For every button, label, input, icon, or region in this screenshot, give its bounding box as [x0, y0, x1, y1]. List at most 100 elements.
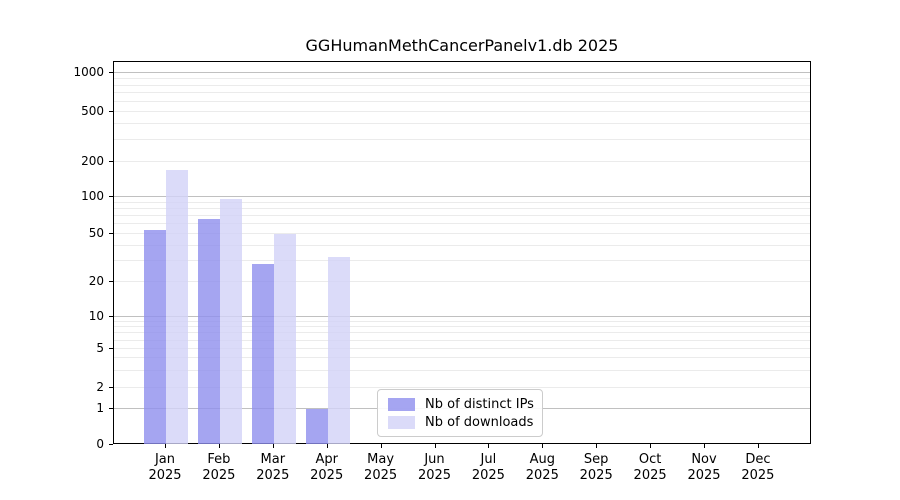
minor-gridline — [114, 77, 810, 79]
minor-gridline — [114, 357, 810, 359]
x-tick-month: May — [367, 452, 395, 467]
y-axis-tick — [109, 72, 113, 73]
legend-swatch-downloads-icon — [388, 415, 415, 429]
minor-gridline — [114, 369, 810, 371]
bar-downloads-jan — [166, 170, 188, 444]
chart-title: GGHumanMethCancerPanelv1.db 2025 — [305, 36, 619, 55]
x-tick-month: Aug — [529, 452, 555, 467]
minor-gridline — [114, 161, 810, 162]
major-gridline — [114, 196, 810, 197]
legend-item-distinct-ips: Nb of distinct IPs — [388, 396, 534, 412]
y-axis-tick — [109, 111, 113, 112]
x-tick-label: Jan 2025 — [137, 452, 193, 484]
y-axis-tick — [109, 348, 113, 349]
minor-gridline — [114, 223, 810, 225]
minor-gridline — [114, 92, 810, 94]
minor-gridline — [114, 84, 810, 86]
minor-gridline — [114, 244, 810, 246]
minor-gridline — [114, 320, 810, 322]
major-gridline — [114, 316, 810, 317]
x-tick-month: Feb — [207, 452, 231, 467]
x-tick-month: Jul — [480, 452, 497, 467]
x-tick-label: Jul 2025 — [460, 452, 516, 484]
x-tick-label: Aug 2025 — [514, 452, 570, 484]
y-axis-tick — [109, 387, 113, 388]
minor-gridline — [114, 348, 810, 349]
minor-gridline — [114, 207, 810, 209]
bar-distinct-ips-jan — [144, 229, 166, 444]
x-tick-label: Feb 2025 — [191, 452, 247, 484]
x-axis-tick — [434, 444, 436, 448]
x-tick-label: Dec 2025 — [730, 452, 786, 484]
y-axis-tick — [109, 316, 113, 317]
minor-gridline — [114, 387, 810, 388]
y-tick-label: 1 — [96, 401, 104, 415]
legend-label-distinct-ips: Nb of distinct IPs — [425, 396, 534, 412]
x-tick-month: Apr — [315, 452, 338, 467]
y-tick-label: 0 — [96, 437, 104, 451]
x-tick-year: 2025 — [687, 468, 721, 483]
y-axis-tick — [109, 233, 113, 234]
minor-gridline — [114, 233, 810, 234]
x-tick-year: 2025 — [471, 468, 505, 483]
y-axis-tick — [109, 408, 113, 409]
x-tick-month: Oct — [638, 452, 662, 467]
x-tick-year: 2025 — [310, 468, 344, 483]
y-tick-label: 2 — [96, 380, 104, 394]
x-tick-label: Mar 2025 — [245, 452, 301, 484]
y-axis-tick — [109, 281, 113, 282]
x-axis-tick — [757, 444, 759, 448]
x-axis-tick — [380, 444, 382, 448]
x-tick-month: Dec — [745, 452, 771, 467]
minor-gridline — [114, 201, 810, 203]
minor-gridline — [114, 326, 810, 328]
x-tick-year: 2025 — [741, 468, 775, 483]
legend-item-downloads: Nb of downloads — [388, 414, 534, 430]
x-tick-year: 2025 — [148, 468, 182, 483]
minor-gridline — [114, 332, 810, 334]
x-axis-tick — [165, 444, 166, 448]
bar-distinct-ips-feb — [197, 219, 220, 444]
x-axis-tick — [326, 444, 328, 448]
x-axis-tick — [542, 444, 544, 448]
x-tick-label: Jun 2025 — [407, 452, 463, 484]
minor-gridline — [114, 123, 810, 125]
x-tick-label: Sep 2025 — [568, 452, 624, 484]
y-tick-label: 20 — [88, 274, 104, 288]
x-tick-month: Jun — [424, 452, 445, 467]
x-tick-month: Jan — [154, 452, 176, 467]
minor-gridline — [114, 215, 810, 217]
minor-gridline — [114, 100, 810, 102]
x-axis-tick — [488, 444, 490, 448]
y-tick-label: 50 — [88, 226, 104, 240]
y-axis-tick — [109, 196, 113, 197]
x-tick-year: 2025 — [202, 468, 236, 483]
x-tick-year: 2025 — [633, 468, 667, 483]
x-tick-year: 2025 — [417, 468, 452, 483]
minor-gridline — [114, 281, 810, 282]
y-axis-tick — [109, 444, 113, 445]
legend: Nb of distinct IPs Nb of downloads — [377, 389, 543, 437]
y-tick-label: 100 — [81, 189, 104, 203]
y-tick-label: 200 — [81, 154, 104, 168]
minor-gridline — [114, 111, 810, 112]
plot-area — [113, 61, 811, 444]
y-tick-label: 5 — [96, 341, 104, 355]
minor-gridline — [114, 339, 810, 341]
y-tick-label: 500 — [81, 104, 104, 118]
x-tick-label: Oct 2025 — [622, 452, 678, 484]
bar-downloads-apr — [327, 257, 350, 444]
x-tick-label: May 2025 — [353, 452, 409, 484]
legend-label-downloads: Nb of downloads — [425, 414, 534, 430]
x-tick-month: Nov — [691, 452, 717, 467]
x-axis-tick — [218, 444, 220, 448]
y-tick-label: 10 — [88, 309, 104, 323]
x-tick-label: Nov 2025 — [676, 452, 732, 484]
bar-downloads-mar — [273, 234, 296, 444]
bar-distinct-ips-apr — [305, 409, 328, 444]
x-axis-tick — [650, 444, 652, 448]
x-tick-year: 2025 — [364, 468, 398, 483]
x-axis-tick — [596, 444, 598, 448]
x-tick-year: 2025 — [579, 468, 613, 483]
